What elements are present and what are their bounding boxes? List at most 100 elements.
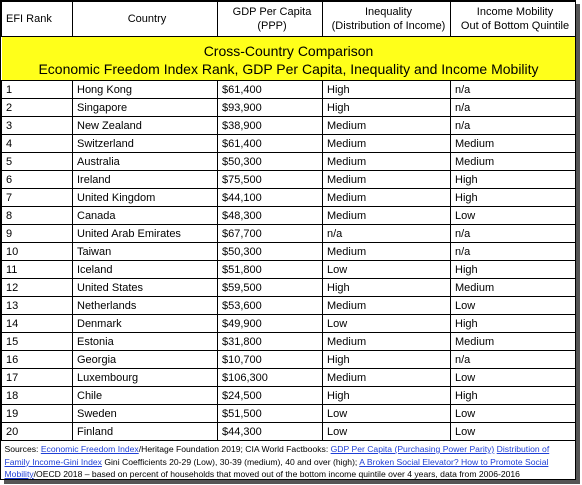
cell-inequality: Medium: [322, 206, 451, 225]
table-row: 11 Iceland $51,800 Low High: [1, 260, 575, 279]
cell-rank: 9: [1, 224, 73, 243]
table-row: 7 United Kingdom $44,100 Medium High: [1, 188, 575, 207]
cell-mobility: Low: [450, 206, 575, 225]
cell-gdp: $49,900: [217, 314, 323, 333]
cell-rank: 7: [1, 188, 73, 207]
cell-gdp: $67,700: [217, 224, 323, 243]
cell-gdp: $10,700: [217, 350, 323, 369]
cell-mobility: High: [450, 386, 575, 405]
cell-mobility: Low: [450, 404, 575, 423]
cell-country: Chile: [72, 386, 218, 405]
cell-country: Georgia: [72, 350, 218, 369]
cell-rank: 12: [1, 278, 73, 297]
cell-gdp: $48,300: [217, 206, 323, 225]
cell-inequality: Medium: [322, 152, 451, 171]
header-mobility-line-2: Out of Bottom Quintile: [460, 20, 570, 32]
cell-gdp: $61,400: [217, 134, 323, 153]
cell-mobility: Medium: [450, 332, 575, 351]
table-row: 12 United States $59,500 High Medium: [1, 278, 575, 297]
cell-country: Sweden: [72, 404, 218, 423]
cell-rank: 5: [1, 152, 73, 171]
link-gdp-per-capita[interactable]: GDP Per Capita (Purchasing Power Parity): [330, 444, 495, 454]
comparison-table-frame: Cross-Country Comparison Economic Freedo…: [0, 0, 576, 480]
cell-rank: 10: [1, 242, 73, 261]
cell-rank: 15: [1, 332, 73, 351]
cell-inequality: Low: [322, 422, 451, 441]
header-inequality: Inequality (Distribution of Income): [322, 1, 451, 37]
header-inequality-line-1: Inequality: [364, 6, 413, 18]
cell-gdp: $24,500: [217, 386, 323, 405]
cell-rank: 6: [1, 170, 73, 189]
cell-country: Luxembourg: [72, 368, 218, 387]
cell-country: United States: [72, 278, 218, 297]
cell-inequality: Medium: [322, 368, 451, 387]
cell-country: Canada: [72, 206, 218, 225]
cell-country: Finland: [72, 422, 218, 441]
header-gdp-line-1: GDP Per Capita: [232, 6, 312, 18]
cell-mobility: n/a: [450, 350, 575, 369]
cell-gdp: $50,300: [217, 152, 323, 171]
cell-rank: 20: [1, 422, 73, 441]
cell-gdp: $50,300: [217, 242, 323, 261]
sources-text-4: /OECD 2018 – based on percent of househo…: [33, 469, 520, 479]
header-mobility-line-1: Income Mobility: [476, 6, 554, 18]
title-line-2: Economic Freedom Index Rank, GDP Per Cap…: [38, 60, 539, 77]
cell-inequality: High: [322, 278, 451, 297]
cell-inequality: Low: [322, 314, 451, 333]
cell-country: Australia: [72, 152, 218, 171]
cell-rank: 11: [1, 260, 73, 279]
cell-inequality: Medium: [322, 170, 451, 189]
cell-mobility: Low: [450, 422, 575, 441]
cell-country: Switzerland: [72, 134, 218, 153]
cell-country: Estonia: [72, 332, 218, 351]
cell-inequality: n/a: [322, 224, 451, 243]
header-country: Country: [72, 1, 218, 37]
cell-mobility: n/a: [450, 242, 575, 261]
cell-gdp: $53,600: [217, 296, 323, 315]
cell-gdp: $106,300: [217, 368, 323, 387]
cell-rank: 16: [1, 350, 73, 369]
cell-gdp: $44,300: [217, 422, 323, 441]
cell-inequality: Medium: [322, 332, 451, 351]
table-row: 4 Switzerland $61,400 Medium Medium: [1, 134, 575, 153]
cell-inequality: High: [322, 98, 451, 117]
comparison-table: Cross-Country Comparison Economic Freedo…: [1, 1, 575, 480]
sources-text-3: Gini Coefficients 20-29 (Low), 30-39 (me…: [101, 456, 360, 467]
cell-country: Taiwan: [72, 242, 218, 261]
cell-inequality: Medium: [322, 242, 451, 261]
cell-gdp: $31,800: [217, 332, 323, 351]
sources-text-1: /Heritage Foundation 2019; CIA World Fac…: [138, 444, 331, 454]
cell-gdp: $51,500: [217, 404, 323, 423]
cell-country: New Zealand: [72, 116, 218, 135]
table-row: 18 Chile $24,500 High High: [1, 386, 575, 405]
cell-mobility: Medium: [450, 152, 575, 171]
header-inequality-line-2: (Distribution of Income): [331, 20, 446, 32]
cell-mobility: n/a: [450, 224, 575, 243]
cell-mobility: High: [450, 314, 575, 333]
cell-rank: 13: [1, 296, 73, 315]
cell-mobility: Medium: [450, 134, 575, 153]
header-gdp: GDP Per Capita (PPP): [217, 1, 323, 37]
link-gini-index[interactable]: Distribution of Family Income-Gini Index: [4, 444, 550, 467]
cell-gdp: $75,500: [217, 170, 323, 189]
cell-inequality: Medium: [322, 134, 451, 153]
cell-mobility: Low: [450, 296, 575, 315]
cell-mobility: n/a: [450, 98, 575, 117]
cell-country: Iceland: [72, 260, 218, 279]
cell-inequality: Medium: [322, 296, 451, 315]
cell-inequality: High: [322, 350, 451, 369]
table-row: 1 Hong Kong $61,400 High n/a: [1, 80, 575, 99]
cell-inequality: Low: [322, 260, 451, 279]
cell-inequality: Medium: [322, 116, 451, 135]
link-economic-freedom-index[interactable]: Economic Freedom Index: [40, 444, 139, 454]
cell-mobility: Medium: [450, 278, 575, 297]
table-row: 17 Luxembourg $106,300 Medium Low: [1, 368, 575, 387]
cell-rank: 8: [1, 206, 73, 225]
cell-country: Ireland: [72, 170, 218, 189]
table-row: 5 Australia $50,300 Medium Medium: [1, 152, 575, 171]
cell-gdp: $38,900: [217, 116, 323, 135]
cell-mobility: n/a: [450, 80, 575, 99]
link-social-elevator[interactable]: A Broken Social Elevator? How to Promote…: [4, 456, 549, 480]
cell-gdp: $93,900: [217, 98, 323, 117]
table-row: 2 Singapore $93,900 High n/a: [1, 98, 575, 117]
